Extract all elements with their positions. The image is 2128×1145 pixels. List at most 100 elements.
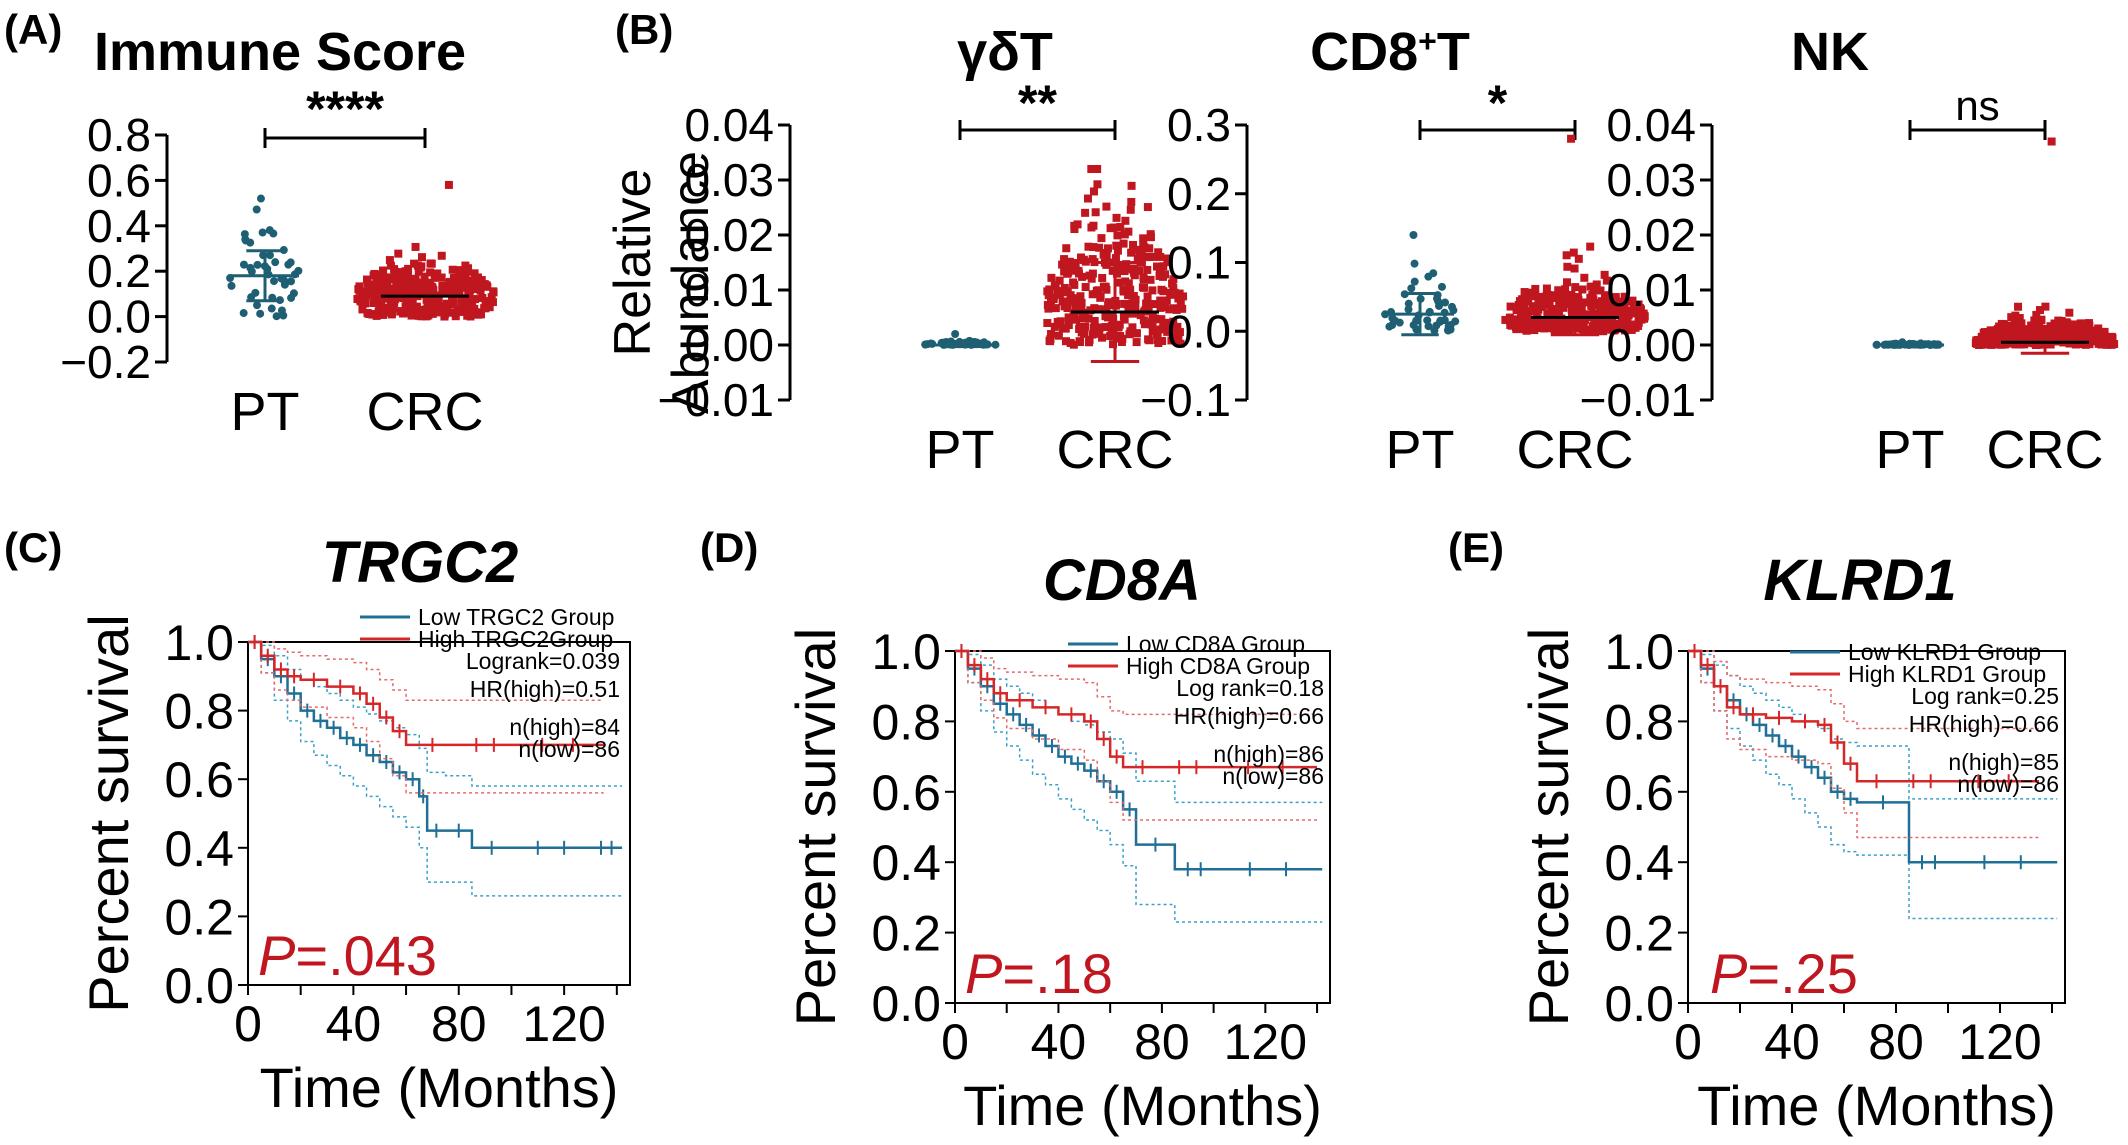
data-point-crc xyxy=(1617,310,1626,319)
ci-lower-line xyxy=(955,650,1318,821)
data-point-crc xyxy=(1102,202,1111,211)
data-point-crc xyxy=(400,280,409,289)
data-point-pt xyxy=(252,205,261,214)
data-point-crc xyxy=(1096,293,1105,302)
legend-label: Low CD8A Group xyxy=(1126,631,1305,657)
data-point-crc xyxy=(403,295,412,304)
data-point-crc xyxy=(1567,134,1576,143)
stat-label: HR(high)=0.51 xyxy=(470,676,620,702)
data-point-crc xyxy=(481,304,490,313)
data-point-crc xyxy=(1117,337,1126,346)
data-point-crc xyxy=(1124,291,1133,300)
y-tick-label: 0.01 xyxy=(1606,264,1696,316)
data-point-crc xyxy=(1152,325,1161,334)
data-point-crc xyxy=(1139,241,1148,250)
data-point-crc xyxy=(2065,308,2074,317)
data-point-crc xyxy=(1060,267,1069,276)
data-point-crc xyxy=(383,273,392,282)
data-point-crc xyxy=(1586,325,1595,334)
data-point-crc xyxy=(1560,291,1569,300)
data-point-crc xyxy=(1542,284,1551,293)
data-point-crc xyxy=(388,303,397,312)
data-point-crc xyxy=(1984,328,1993,337)
x-axis-title: Time (Months) xyxy=(260,1056,619,1119)
data-point-crc xyxy=(1088,255,1097,264)
data-point-pt xyxy=(239,309,248,318)
data-point-pt xyxy=(256,194,265,203)
data-point-crc xyxy=(470,281,479,290)
data-point-crc xyxy=(2025,331,2034,340)
data-point-crc xyxy=(1127,197,1136,206)
x-tick-label: 80 xyxy=(431,996,487,1052)
data-point-crc xyxy=(2076,319,2085,328)
data-point-crc xyxy=(1623,318,1632,327)
p-value-label: P=.18 xyxy=(965,942,1113,1005)
data-point-crc xyxy=(1170,288,1179,297)
data-point-crc xyxy=(2041,302,2050,311)
stat-label: Logrank=0.039 xyxy=(466,648,620,674)
plot-frame xyxy=(247,641,631,986)
data-point-crc xyxy=(1081,283,1090,292)
data-point-crc xyxy=(368,280,377,289)
data-point-crc xyxy=(1120,315,1129,324)
data-point-crc xyxy=(468,299,477,308)
y-tick-label: 0.02 xyxy=(1606,209,1696,261)
data-point-crc xyxy=(1064,268,1073,277)
data-point-pt xyxy=(253,301,262,310)
data-point-crc xyxy=(1563,278,1572,287)
data-point-crc xyxy=(1580,273,1589,282)
data-point-crc xyxy=(388,273,397,282)
data-point-crc xyxy=(1088,330,1097,339)
data-point-crc xyxy=(1148,318,1157,327)
data-point-crc xyxy=(1099,282,1108,291)
data-point-crc xyxy=(461,261,470,270)
data-point-crc xyxy=(427,295,436,304)
data-point-crc xyxy=(411,242,420,251)
data-point-crc xyxy=(1582,298,1591,307)
data-point-crc xyxy=(1154,339,1163,348)
data-point-crc xyxy=(1104,298,1113,307)
data-point-crc xyxy=(1098,333,1107,342)
x-tick-label: 0 xyxy=(1674,1014,1702,1070)
data-point-crc xyxy=(1069,294,1078,303)
data-point-crc xyxy=(1121,216,1130,225)
data-point-crc xyxy=(393,279,402,288)
data-point-crc xyxy=(1574,254,1583,263)
data-point-crc xyxy=(1098,273,1107,282)
data-point-pt xyxy=(280,280,289,289)
data-point-pt xyxy=(1410,277,1419,286)
panel-label-e: (E) xyxy=(1448,524,1504,571)
data-point-crc xyxy=(1991,332,2000,341)
data-point-crc xyxy=(1077,253,1086,262)
data-point-crc xyxy=(1613,322,1622,331)
data-point-crc xyxy=(1163,258,1172,267)
data-point-crc xyxy=(1146,275,1155,284)
data-point-crc xyxy=(2094,324,2103,333)
data-point-crc xyxy=(2092,328,2101,337)
ci-upper-line xyxy=(955,650,1318,716)
scatter-panel-1: Immune Score 0.80.60.40.20.0−0.2 PT CRC **** xyxy=(60,22,498,442)
data-point-crc xyxy=(1064,262,1073,271)
data-point-crc xyxy=(362,275,371,284)
data-point-crc xyxy=(1165,305,1174,314)
y-tick-label: 0.4 xyxy=(164,821,234,877)
y-tick-label: 0.0 xyxy=(87,291,151,343)
data-point-crc xyxy=(1119,285,1128,294)
data-point-pt xyxy=(951,330,960,338)
data-point-crc xyxy=(1141,306,1150,315)
data-point-crc xyxy=(1573,293,1582,302)
data-point-crc xyxy=(1588,290,1597,299)
data-point-crc xyxy=(457,305,466,314)
data-point-crc xyxy=(2036,306,2045,315)
data-point-crc xyxy=(1145,244,1154,253)
data-point-crc xyxy=(1542,292,1551,301)
y-tick-label: −0.01 xyxy=(1580,374,1696,426)
data-point-crc xyxy=(1112,241,1121,250)
data-point-crc xyxy=(1635,303,1644,312)
data-point-crc xyxy=(1108,266,1117,275)
x-category-label: PT xyxy=(1385,420,1454,480)
data-point-pt xyxy=(256,309,265,318)
x-tick-label: 120 xyxy=(1958,1014,2041,1070)
data-point-crc xyxy=(373,270,382,279)
